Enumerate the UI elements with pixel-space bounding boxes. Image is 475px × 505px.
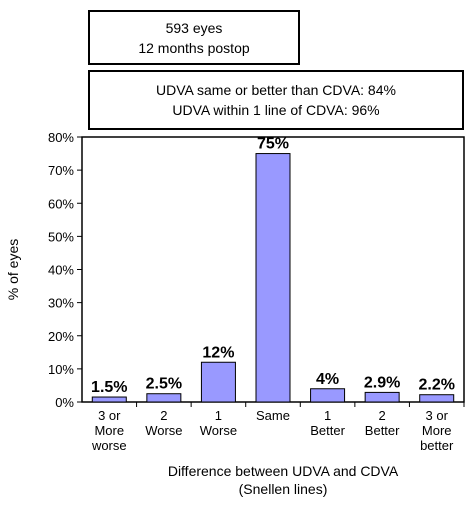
bar [255,153,291,403]
data-label: 12% [202,344,234,361]
bar [419,394,455,403]
y-tick-label: 20% [48,329,74,344]
data-label: 4% [316,371,339,388]
data-label: 2.2% [418,377,454,394]
stats-box: UDVA same or better than CDVA: 84% UDVA … [88,70,464,130]
bar [200,361,236,403]
info-box: 593 eyes 12 months postop [88,10,300,65]
y-tick-label: 60% [48,196,74,211]
category-label: better [420,438,454,453]
info-line-1: 593 eyes [165,20,223,36]
x-axis-title: (Snellen lines) [239,481,328,497]
y-tick-label: 50% [48,229,74,244]
y-tick-label: 0% [55,395,74,410]
data-label: 2.9% [364,374,400,391]
stats-line-1: UDVA same or better than CDVA: 84% [156,82,396,98]
stats-line-2: UDVA within 1 line of CDVA: 96% [172,102,380,118]
category-label: 3 or [98,408,121,423]
bar [146,393,182,403]
category-label: Better [310,423,345,438]
category-label: Worse [145,423,182,438]
y-tick-label: 80% [48,130,74,145]
bar [91,396,127,403]
category-label: 2 [379,408,386,423]
bar [364,391,400,403]
x-axis-title: Difference between UDVA and CDVA [168,463,399,479]
data-label: 2.5% [146,376,182,393]
category-label: 1 [215,408,222,423]
category-label: More [94,423,124,438]
y-tick-label: 40% [48,263,74,278]
category-label: worse [91,438,127,453]
y-tick-label: 70% [48,163,74,178]
category-label: Better [365,423,400,438]
category-label: More [422,423,452,438]
category-label: Same [256,408,290,423]
category-label: 2 [160,408,167,423]
data-label: 1.5% [91,379,127,396]
bar [310,388,346,403]
y-tick-label: 10% [48,362,74,377]
y-axis-title: % of eyes [5,239,21,300]
category-label: 3 or [426,408,449,423]
info-line-2: 12 months postop [138,40,250,56]
category-label: Worse [200,423,237,438]
data-label: 75% [257,136,289,153]
category-label: 1 [324,408,331,423]
y-tick-label: 30% [48,296,74,311]
